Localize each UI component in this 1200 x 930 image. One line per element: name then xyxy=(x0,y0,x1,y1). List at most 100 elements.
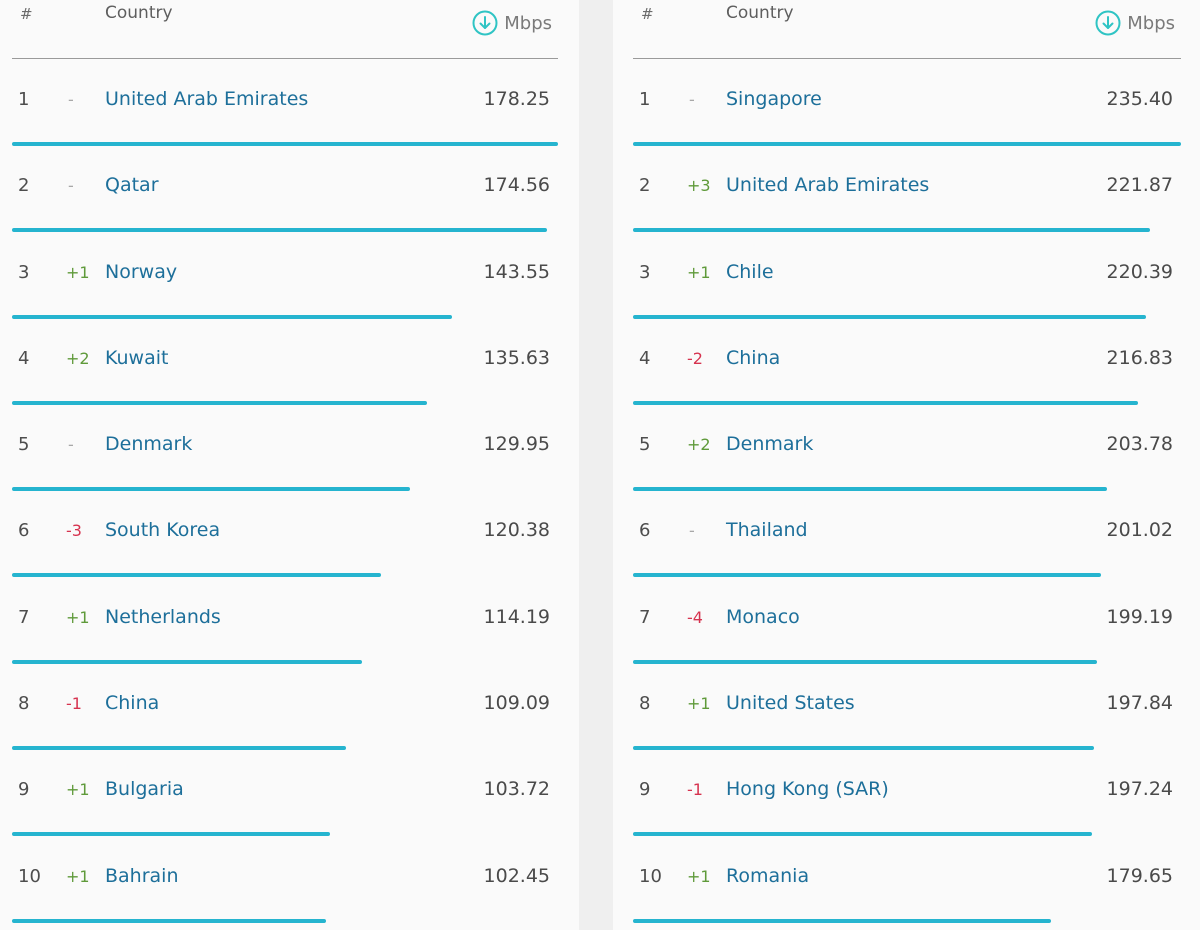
country-link[interactable]: Bahrain xyxy=(105,864,179,887)
country-link[interactable]: China xyxy=(726,346,781,369)
table-row: 4 -2 China 216.83 xyxy=(633,318,1181,405)
mbps-column-header[interactable]: Mbps xyxy=(472,10,552,36)
country-column-header[interactable]: Country xyxy=(726,3,794,23)
speed-value: 114.19 xyxy=(483,605,550,628)
speed-bar xyxy=(12,142,558,146)
country-link[interactable]: Norway xyxy=(105,260,178,283)
rank-change: +3 xyxy=(687,176,711,196)
speed-value: 135.63 xyxy=(483,346,550,369)
speed-table-right: # Country Mbps 1 - Singapore 235.40 2 +3 Unite… xyxy=(613,0,1200,930)
country-link[interactable]: Singapore xyxy=(726,88,822,110)
table-row: 10 +1 Romania 179.65 xyxy=(633,836,1181,923)
country-link[interactable]: Romania xyxy=(726,864,810,887)
speed-bar xyxy=(12,228,547,233)
rank-change: -1 xyxy=(687,780,703,800)
country-link[interactable]: United States xyxy=(726,692,855,715)
rank-change: - xyxy=(68,435,74,455)
country-link[interactable]: United Arab Emirates xyxy=(105,88,309,110)
speed-bar xyxy=(633,487,1107,492)
rank-change: +1 xyxy=(66,262,90,282)
country-link[interactable]: Denmark xyxy=(726,433,814,456)
speed-value: 203.78 xyxy=(1106,433,1173,456)
country-link[interactable]: Bulgaria xyxy=(105,778,184,801)
speed-value: 174.56 xyxy=(483,174,550,197)
speed-value: 178.25 xyxy=(483,88,550,110)
country-link[interactable]: Netherlands xyxy=(105,605,221,628)
table-row: 9 -1 Hong Kong (SAR) 197.24 xyxy=(633,749,1181,837)
table-row: 8 -1 China 109.09 xyxy=(12,663,558,751)
table-header: # Country Mbps xyxy=(12,0,558,59)
rank-change: - xyxy=(689,90,695,109)
table-row: 9 +1 Bulgaria 103.72 xyxy=(12,749,558,837)
country-link[interactable]: Qatar xyxy=(105,174,159,197)
unit-label: Mbps xyxy=(504,12,552,34)
speed-bar xyxy=(633,746,1094,751)
speed-bar xyxy=(12,746,346,751)
speed-bar xyxy=(12,573,381,578)
table-row: 5 - Denmark 129.95 xyxy=(12,404,558,492)
speed-bar xyxy=(633,832,1092,837)
country-link[interactable]: United Arab Emirates xyxy=(726,174,930,197)
mbps-column-header[interactable]: Mbps xyxy=(1095,10,1175,36)
rank-change: +1 xyxy=(687,262,711,282)
speed-value: 103.72 xyxy=(483,778,550,801)
speed-bar xyxy=(12,487,410,492)
speed-bar xyxy=(12,832,330,837)
rank-change: +2 xyxy=(66,348,90,368)
speed-value: 201.02 xyxy=(1106,519,1173,542)
speed-value: 102.45 xyxy=(483,864,550,887)
speed-bar xyxy=(12,918,326,923)
rank-number: 4 xyxy=(18,347,30,369)
speed-value: 197.84 xyxy=(1106,692,1173,715)
rank-number: 2 xyxy=(18,175,30,197)
speed-value: 179.65 xyxy=(1106,864,1173,887)
rank-change: - xyxy=(68,176,74,196)
speed-bar xyxy=(633,918,1051,923)
unit-label: Mbps xyxy=(1127,12,1175,34)
country-link[interactable]: Chile xyxy=(726,260,774,283)
speed-bar xyxy=(12,659,362,664)
rank-column-header: # xyxy=(20,5,33,23)
speed-value: 143.55 xyxy=(483,260,550,283)
rank-number: 1 xyxy=(18,89,30,110)
ranking-rows: 1 - United Arab Emirates 178.25 2 - Qatar 174.5… xyxy=(12,59,579,923)
country-column-header[interactable]: Country xyxy=(105,3,173,23)
speed-value: 235.40 xyxy=(1106,88,1173,110)
speed-bar xyxy=(633,573,1101,578)
country-link[interactable]: Thailand xyxy=(726,519,808,542)
rank-change: +1 xyxy=(66,866,90,886)
country-link[interactable]: China xyxy=(105,692,160,715)
speed-table-left: # Country Mbps 1 - United Arab Emirates 178… xyxy=(0,0,579,930)
speed-value: 109.09 xyxy=(483,692,550,715)
rank-change: +1 xyxy=(66,780,90,800)
table-row: 1 - United Arab Emirates 178.25 xyxy=(12,59,558,146)
country-link[interactable]: Denmark xyxy=(105,433,193,456)
rank-number: 9 xyxy=(18,779,30,801)
rank-number: 5 xyxy=(639,434,651,456)
table-row: 10 +1 Bahrain 102.45 xyxy=(12,836,558,923)
country-link[interactable]: Kuwait xyxy=(105,346,169,369)
rank-number: 7 xyxy=(18,606,30,628)
speed-bar xyxy=(633,314,1146,319)
speed-bar xyxy=(12,400,427,405)
speed-bar xyxy=(12,314,452,319)
speed-value: 220.39 xyxy=(1106,260,1173,283)
rank-change: +2 xyxy=(687,435,711,455)
country-link[interactable]: South Korea xyxy=(105,519,221,542)
rank-number: 2 xyxy=(639,175,651,197)
country-link[interactable]: Hong Kong (SAR) xyxy=(726,778,889,801)
rank-change: -1 xyxy=(66,694,82,714)
table-row: 7 -4 Monaco 199.19 xyxy=(633,577,1181,664)
rank-change: +1 xyxy=(66,607,90,627)
rank-change: - xyxy=(68,90,74,109)
table-row: 7 +1 Netherlands 114.19 xyxy=(12,577,558,664)
table-row: 6 -3 South Korea 120.38 xyxy=(12,490,558,578)
speed-bar xyxy=(633,228,1150,233)
country-link[interactable]: Monaco xyxy=(726,605,800,628)
download-circle-icon xyxy=(472,10,498,36)
rank-number: 3 xyxy=(18,261,30,283)
table-row: 3 +1 Norway 143.55 xyxy=(12,232,558,319)
rank-change: +1 xyxy=(687,694,711,714)
rank-number: 1 xyxy=(639,89,651,110)
speed-value: 197.24 xyxy=(1106,778,1173,801)
